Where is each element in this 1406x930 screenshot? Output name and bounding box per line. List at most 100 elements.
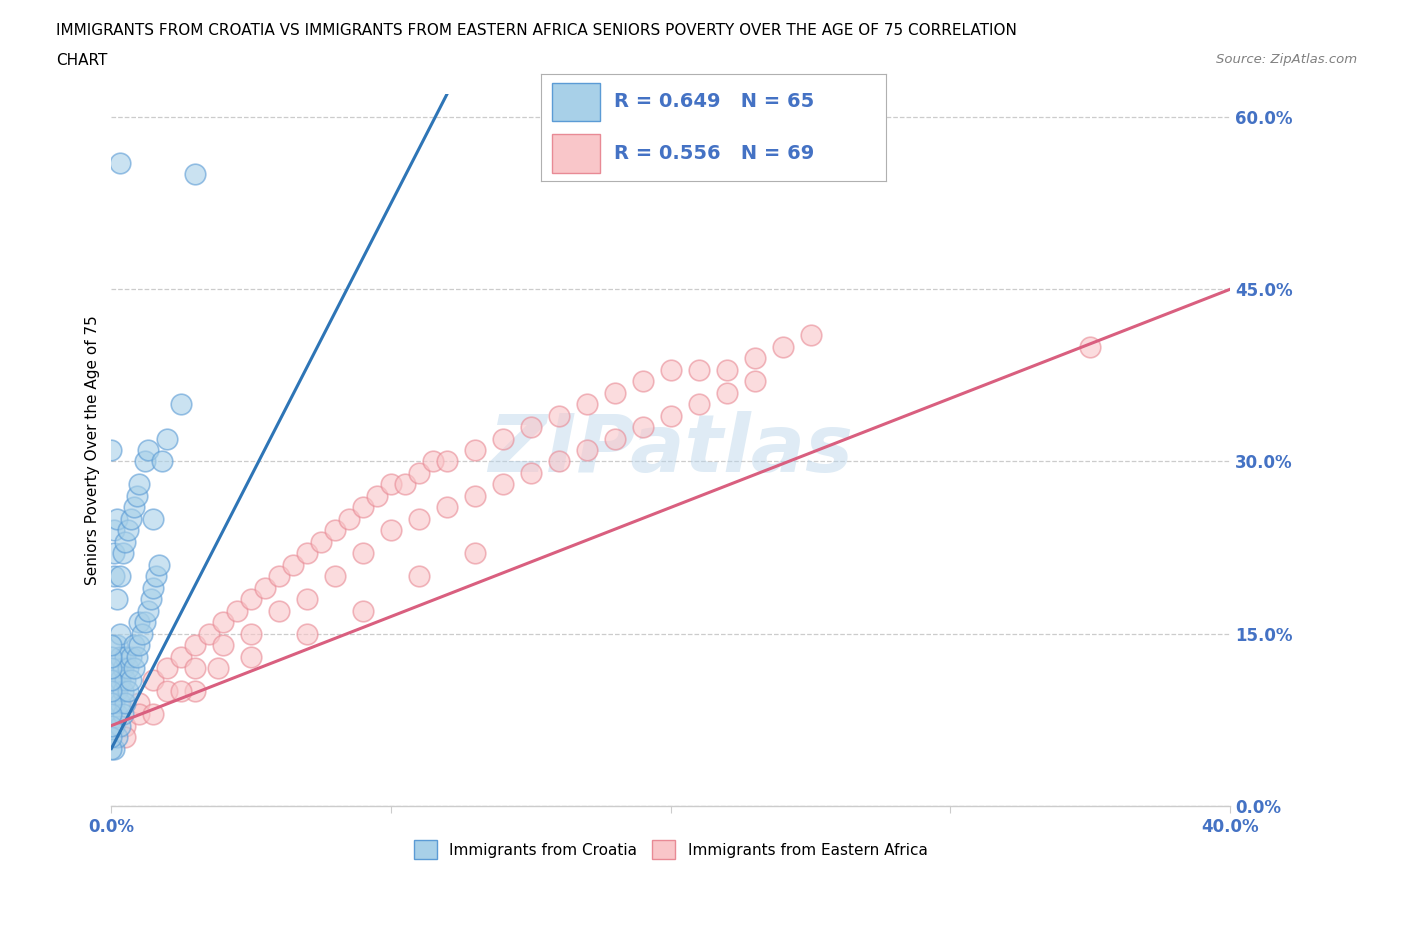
Point (114, 730, 136, 745)
Point (744, 351, 766, 365)
Point (108, 155, 131, 170)
Point (170, 649, 193, 664)
Point (464, 488, 486, 503)
Point (800, 327, 823, 342)
Point (128, 707, 150, 722)
Point (240, 591, 263, 606)
Point (394, 477, 416, 492)
Point (352, 546, 374, 561)
Point (139, 591, 162, 606)
Point (114, 672, 136, 687)
Point (100, 730, 122, 745)
Point (108, 649, 131, 664)
Point (436, 454, 458, 469)
Point (184, 660, 207, 675)
Point (366, 488, 388, 503)
Point (111, 707, 134, 722)
Text: R = 0.556   N = 69: R = 0.556 N = 69 (613, 143, 814, 163)
Point (100, 649, 122, 664)
Point (120, 672, 142, 687)
Point (150, 454, 173, 469)
Point (111, 546, 134, 561)
Point (156, 660, 179, 675)
Point (103, 718, 125, 733)
Point (120, 512, 142, 526)
Point (103, 741, 125, 756)
Bar (551, 83, 600, 122)
Point (309, 535, 332, 550)
Point (716, 362, 738, 377)
Point (492, 432, 515, 446)
Point (117, 684, 139, 698)
Point (100, 741, 122, 756)
Point (103, 696, 125, 711)
Point (105, 707, 128, 722)
Point (136, 443, 159, 458)
Point (464, 443, 486, 458)
Point (142, 672, 165, 687)
Point (105, 512, 128, 526)
Point (659, 408, 682, 423)
Point (105, 660, 128, 675)
Point (295, 546, 318, 561)
Point (114, 718, 136, 733)
Point (156, 684, 179, 698)
Point (136, 604, 159, 618)
Point (408, 512, 430, 526)
Point (108, 696, 131, 711)
Point (337, 512, 360, 526)
Point (520, 466, 543, 481)
Point (125, 649, 148, 664)
Point (103, 546, 125, 561)
Point (142, 707, 165, 722)
Point (207, 660, 229, 675)
Point (134, 454, 156, 469)
Point (100, 660, 122, 675)
Point (184, 638, 207, 653)
Point (688, 396, 710, 411)
Point (100, 684, 122, 698)
Point (108, 718, 131, 733)
Point (547, 454, 569, 469)
Point (547, 408, 569, 423)
Point (688, 362, 710, 377)
Point (772, 339, 794, 354)
Point (226, 604, 249, 618)
Point (142, 512, 165, 526)
Point (323, 523, 346, 538)
Point (103, 523, 125, 538)
Point (105, 684, 128, 698)
Point (128, 615, 150, 630)
Point (100, 638, 122, 653)
Point (436, 500, 458, 515)
Point (105, 730, 128, 745)
Point (323, 569, 346, 584)
Point (269, 604, 291, 618)
Point (716, 385, 738, 400)
Point (254, 580, 277, 595)
Point (184, 167, 207, 182)
Point (122, 500, 145, 515)
Point (142, 580, 165, 595)
Point (120, 649, 142, 664)
Point (103, 672, 125, 687)
Point (631, 419, 654, 434)
Point (352, 500, 374, 515)
Point (240, 649, 263, 664)
Point (108, 569, 131, 584)
Point (100, 696, 122, 711)
Point (492, 477, 515, 492)
Point (128, 477, 150, 492)
Point (122, 660, 145, 675)
Point (105, 591, 128, 606)
Point (111, 684, 134, 698)
Point (631, 374, 654, 389)
Point (380, 477, 402, 492)
Y-axis label: Seniors Poverty Over the Age of 75: Seniors Poverty Over the Age of 75 (86, 315, 100, 585)
Point (575, 443, 598, 458)
Point (295, 626, 318, 641)
Point (148, 557, 170, 572)
Legend: Immigrants from Croatia, Immigrants from Eastern Africa: Immigrants from Croatia, Immigrants from… (413, 840, 928, 858)
Bar (551, 134, 600, 173)
Point (744, 374, 766, 389)
